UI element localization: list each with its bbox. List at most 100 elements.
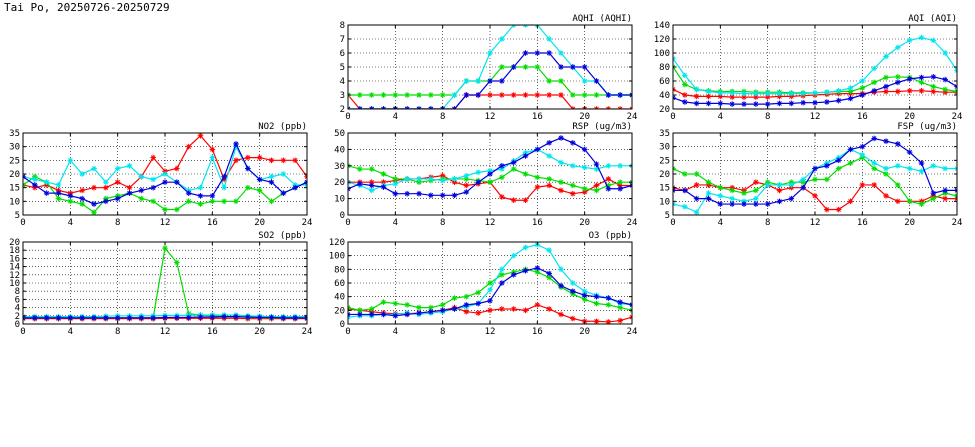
rsp-x-tick-label: 0 — [345, 218, 350, 228]
aqhi-x-tick-label: 24 — [627, 112, 638, 122]
fsp-point-cyan — [906, 165, 913, 172]
fsp-point-blue — [753, 201, 759, 207]
rsp-point-blue — [439, 192, 446, 199]
aqi-point-blue — [800, 99, 806, 106]
rsp-point-blue — [605, 185, 612, 192]
no2-point-green — [197, 201, 204, 207]
rsp-point-blue — [534, 146, 541, 153]
o3-y-tick-label: 0 — [340, 320, 345, 330]
so2-point-blue — [292, 315, 298, 321]
aqi-point-cyan — [753, 90, 759, 97]
no2-point-blue — [23, 173, 26, 180]
o3-chart-title: O3 (ppb) — [589, 231, 632, 241]
aqhi-point-blue — [380, 106, 387, 109]
no2-x-tick-label: 4 — [68, 218, 73, 228]
so2-y-tick-label: 8 — [15, 287, 20, 297]
aqi-point-blue — [729, 101, 735, 107]
aqi-chart-title: AQI (AQI) — [908, 14, 957, 24]
fsp-point-green — [824, 176, 830, 183]
o3-point-blue — [510, 272, 517, 278]
aqhi-point-green — [428, 92, 434, 98]
no2-point-blue — [233, 141, 239, 147]
o3-point-green — [404, 302, 410, 308]
fsp-point-blue — [717, 201, 724, 207]
aqi-point-cyan — [705, 88, 712, 95]
fsp-point-cyan — [776, 182, 783, 188]
o3-point-green — [617, 304, 623, 311]
o3-point-green — [416, 304, 422, 311]
no2-point-green — [185, 198, 192, 205]
aqi-point-cyan — [930, 37, 937, 44]
so2-point-blue — [209, 314, 216, 320]
fsp-x-tick-label: 24 — [952, 218, 963, 228]
o3-point-blue — [475, 300, 481, 307]
aqhi-point-green — [581, 92, 588, 98]
no2-chart: 0 4 8 12 16 20 24 5 10 15 20 25 30 35 NO2 (ppb) — [9, 122, 312, 228]
no2-point-red — [150, 154, 156, 161]
aqi-y-tick-label: 40 — [659, 91, 670, 101]
no2-x-tick-label: 20 — [254, 218, 265, 228]
aqi-point-blue — [906, 76, 913, 82]
aqhi-point-red — [522, 92, 529, 98]
aqi-point-blue — [859, 92, 866, 98]
no2-x-tick-label: 24 — [302, 218, 313, 228]
fsp-point-cyan — [753, 195, 759, 202]
o3-point-red — [593, 318, 600, 324]
so2-point-green — [162, 245, 168, 251]
aqi-point-red — [717, 93, 724, 100]
so2-point-blue — [150, 315, 156, 321]
o3-x-tick-label: 24 — [627, 327, 638, 337]
no2-point-cyan — [67, 157, 74, 164]
no2-point-cyan — [209, 154, 216, 161]
aqhi-point-cyan — [510, 25, 517, 28]
aqhi-x-tick-label: 20 — [579, 112, 590, 122]
fsp-point-cyan — [673, 201, 676, 207]
rsp-point-blue — [522, 153, 529, 159]
aqhi-point-green — [404, 92, 410, 98]
o3-point-green — [368, 306, 375, 312]
aqhi-point-green — [593, 92, 600, 98]
no2-x-tick-label: 12 — [160, 218, 171, 228]
rsp-point-blue — [475, 179, 481, 185]
o3-point-red — [463, 308, 470, 315]
so2-point-blue — [138, 315, 145, 321]
aqhi-point-blue — [534, 50, 541, 56]
o3-point-red — [522, 307, 529, 314]
fsp-y-tick-label: 5 — [665, 211, 670, 221]
so2-y-tick-label: 2 — [15, 312, 20, 322]
o3-point-blue — [558, 282, 564, 289]
no2-point-blue — [256, 176, 263, 183]
aqi-y-tick-label: 140 — [654, 21, 670, 31]
fsp-point-cyan — [859, 152, 866, 158]
fsp-point-blue — [693, 195, 700, 202]
fsp-point-red — [693, 182, 700, 188]
fsp-point-red — [753, 179, 759, 185]
aqi-point-blue — [954, 83, 957, 90]
no2-point-cyan — [79, 171, 85, 177]
fsp-point-blue — [705, 195, 712, 202]
no2-point-green — [91, 209, 97, 215]
aqi-point-red — [693, 93, 700, 100]
rsp-point-blue — [416, 190, 422, 197]
fsp-y-tick-label: 20 — [659, 170, 670, 180]
rsp-point-green — [570, 182, 576, 189]
no2-x-tick-label: 16 — [207, 218, 218, 228]
aqhi-y-tick-label: 5 — [340, 63, 345, 73]
o3-point-green — [487, 280, 493, 286]
o3-point-cyan — [487, 287, 493, 293]
aqhi-x-tick-label: 0 — [345, 112, 350, 122]
rsp-point-cyan — [617, 163, 623, 169]
no2-point-red — [245, 154, 251, 161]
fsp-point-cyan — [693, 209, 700, 215]
so2-point-blue — [32, 315, 38, 321]
fsp-point-blue — [812, 165, 818, 172]
o3-point-green — [451, 295, 458, 301]
so2-point-blue — [174, 314, 180, 321]
o3-point-green — [392, 300, 399, 307]
o3-point-blue — [617, 299, 623, 305]
fsp-point-blue — [788, 195, 795, 202]
fsp-y-tick-label: 15 — [659, 184, 670, 194]
fsp-y-tick-label: 10 — [659, 197, 670, 207]
rsp-series-group — [348, 135, 632, 204]
